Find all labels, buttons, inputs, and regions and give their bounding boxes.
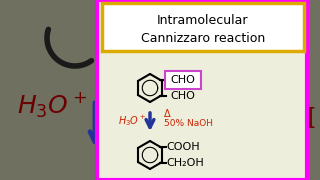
- Text: $H_3O^+$: $H_3O^+$: [118, 114, 146, 129]
- Text: $H_3O^+$: $H_3O^+$: [17, 90, 87, 120]
- Text: CHO: CHO: [171, 75, 196, 85]
- Text: COOH: COOH: [166, 142, 200, 152]
- FancyBboxPatch shape: [165, 71, 201, 89]
- Text: Cannizzaro reaction: Cannizzaro reaction: [141, 31, 265, 44]
- Text: O: O: [235, 30, 261, 60]
- Text: Intramolecular: Intramolecular: [157, 14, 249, 26]
- Bar: [97, 0, 307, 180]
- Text: Δ: Δ: [164, 109, 171, 119]
- Text: CH₂OH: CH₂OH: [166, 158, 204, 168]
- Text: NaOH: NaOH: [223, 107, 317, 134]
- Text: CHO: CHO: [171, 91, 196, 101]
- Text: 50% NaOH: 50% NaOH: [164, 120, 213, 129]
- FancyBboxPatch shape: [102, 3, 304, 51]
